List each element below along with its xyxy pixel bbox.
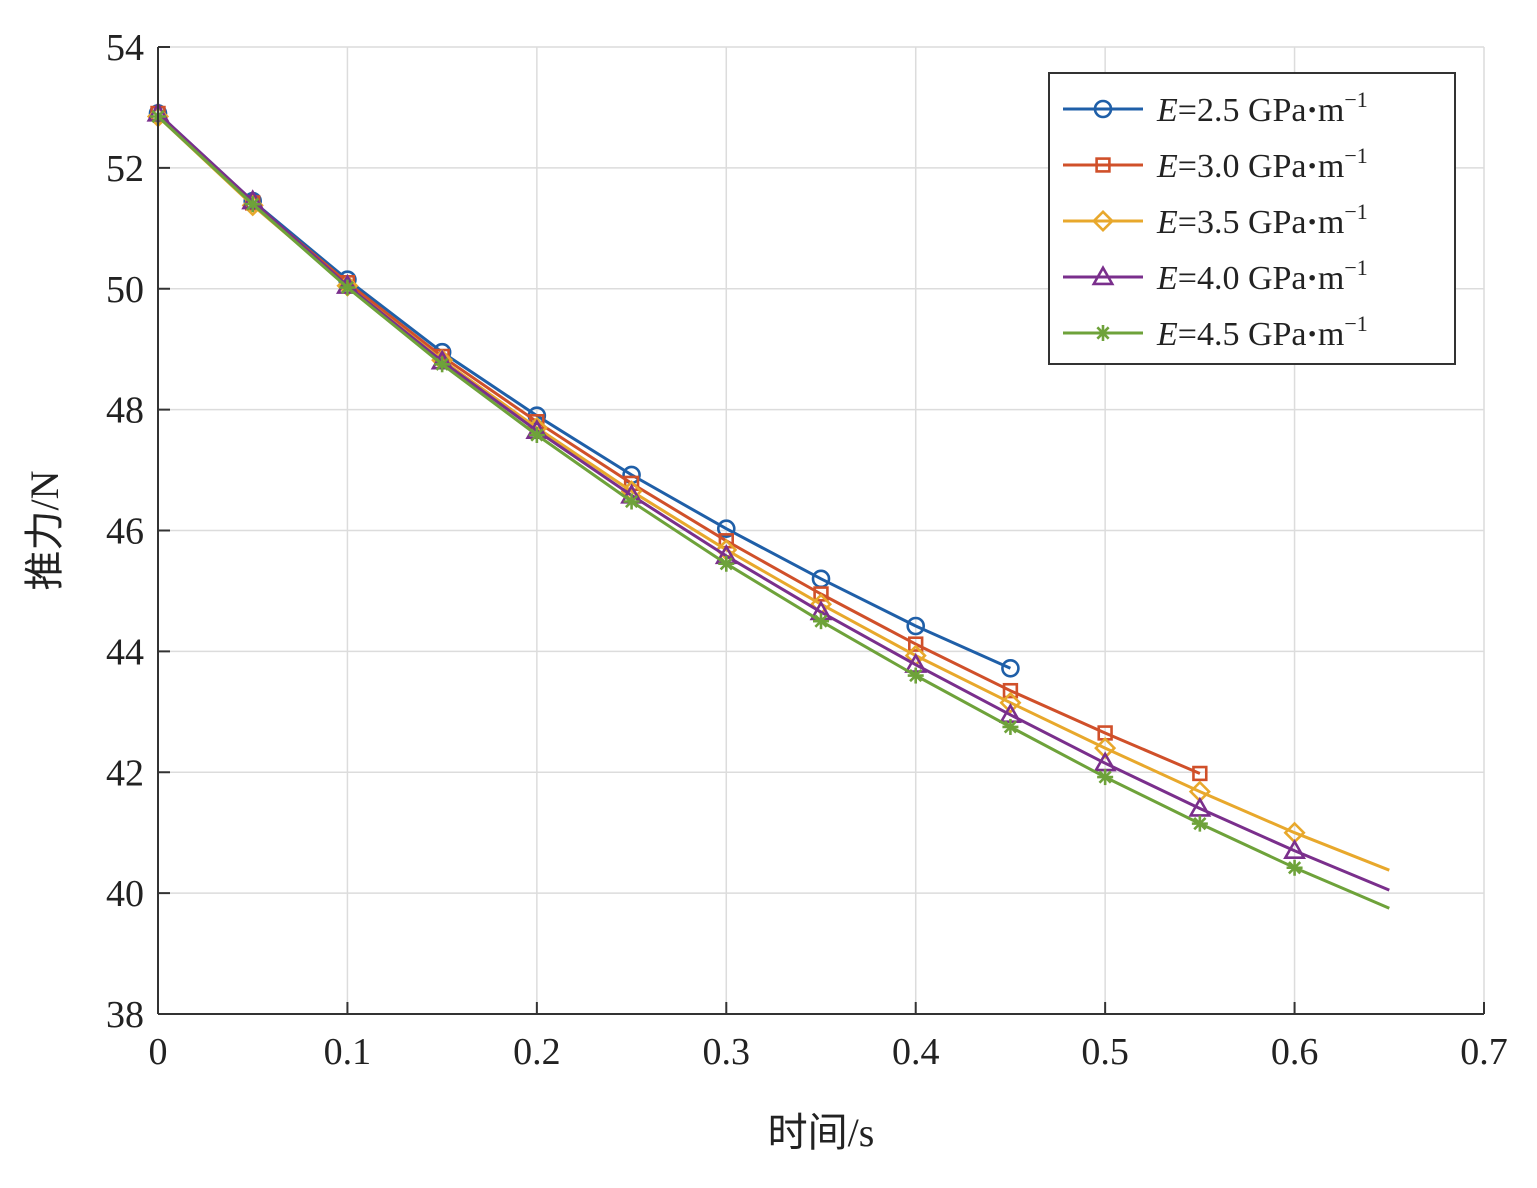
data-point: [908, 636, 924, 652]
y-tick-label: 46: [106, 511, 144, 553]
star-stroke: [624, 494, 639, 509]
series-5: [150, 108, 1390, 910]
legend-label: E=4.5 GPa·m−1: [1156, 311, 1368, 353]
data-point: [1097, 769, 1114, 786]
star-stroke: [246, 197, 260, 211]
data-point: [528, 427, 545, 444]
star-stroke: [1287, 861, 1302, 875]
x-tick-label: 0.5: [1081, 1031, 1129, 1073]
data-point: [1283, 838, 1307, 860]
data-point: [1286, 859, 1303, 876]
data-point: [999, 691, 1022, 714]
x-axis-title: 时间/s: [768, 1110, 875, 1155]
data-point: [1094, 737, 1117, 760]
data-point: [623, 493, 640, 510]
data-point: [434, 356, 451, 373]
y-tick-label: 38: [106, 994, 144, 1036]
x-tick-label: 0.2: [513, 1031, 561, 1073]
y-tick-label: 54: [106, 27, 144, 69]
legend: E=2.5 GPa·m−1 E=3.0 GPa·m−1 E=3.5 GPa·m−1 E…: [1048, 72, 1456, 365]
y-tick-label: 48: [106, 390, 144, 432]
y-tick-label: 40: [106, 873, 144, 915]
legend-marker: [1095, 157, 1111, 173]
series-line: [156, 112, 1012, 670]
data-point: [907, 667, 924, 684]
star-stroke: [1003, 720, 1018, 734]
legend-marker: [1093, 99, 1113, 119]
legend-marker: [1091, 265, 1115, 286]
x-tick-label: 0.6: [1271, 1031, 1319, 1073]
data-point: [813, 613, 829, 630]
legend-item: E=3.0 GPa·m−1: [1063, 143, 1368, 185]
series-line: [156, 115, 1390, 910]
legend-label: E=3.0 GPa·m−1: [1156, 143, 1368, 185]
data-point: [1002, 718, 1019, 735]
y-tick-label: 52: [106, 148, 144, 190]
legend-box: [1048, 72, 1456, 365]
x-tick-label: 0.7: [1460, 1031, 1508, 1073]
legend-item: E=3.5 GPa·m−1: [1063, 199, 1368, 241]
data-point: [1192, 765, 1208, 782]
star-stroke: [1193, 817, 1207, 831]
data-point: [718, 555, 735, 572]
legend-marker: [1095, 325, 1111, 341]
legend-item: E=2.5 GPa·m−1: [1063, 87, 1368, 129]
star-stroke: [814, 614, 828, 628]
x-tick-label: 0: [149, 1031, 168, 1073]
axes: [157, 46, 1485, 1015]
legend-marker: [1091, 209, 1115, 233]
legend-label: E=2.5 GPa·m−1: [1156, 87, 1368, 129]
data-point: [1002, 682, 1019, 699]
star-stroke: [530, 428, 544, 442]
legend-label: E=4.0 GPa·m−1: [1156, 255, 1368, 297]
data-point: [906, 616, 926, 636]
legend-label: E=3.5 GPa·m−1: [1156, 199, 1368, 241]
y-tick-label: 50: [106, 269, 144, 311]
data-point: [339, 279, 356, 296]
y-tick-label: 44: [106, 631, 144, 673]
star-stroke: [1098, 770, 1112, 784]
series-layer: [146, 101, 1390, 910]
star-stroke: [1096, 326, 1110, 340]
series-line: [156, 112, 1201, 775]
tick-labels: 0 0.1 0.2 0.3 0.4 0.5 0.6 0.7 38 40 42 44 46 48 50 52 54: [106, 27, 1508, 1073]
series-line: [156, 112, 1390, 892]
data-point: [1191, 815, 1208, 832]
data-point: [244, 196, 261, 213]
legend-item: E=4.0 GPa·m−1: [1063, 255, 1368, 297]
y-tick-label: 42: [106, 752, 144, 794]
x-tick-label: 0.4: [892, 1031, 940, 1073]
data-point: [716, 519, 736, 538]
y-axis-title: 推力/N: [22, 471, 67, 591]
legend-item: E=4.5 GPa·m−1: [1063, 311, 1368, 353]
data-point: [1001, 658, 1020, 678]
x-tick-label: 0.3: [703, 1031, 751, 1073]
star-stroke: [435, 357, 449, 371]
x-tick-label: 0.1: [324, 1031, 372, 1073]
star-stroke: [719, 557, 733, 571]
data-point: [1188, 796, 1212, 817]
star-stroke: [340, 280, 355, 295]
star-stroke: [909, 668, 923, 683]
